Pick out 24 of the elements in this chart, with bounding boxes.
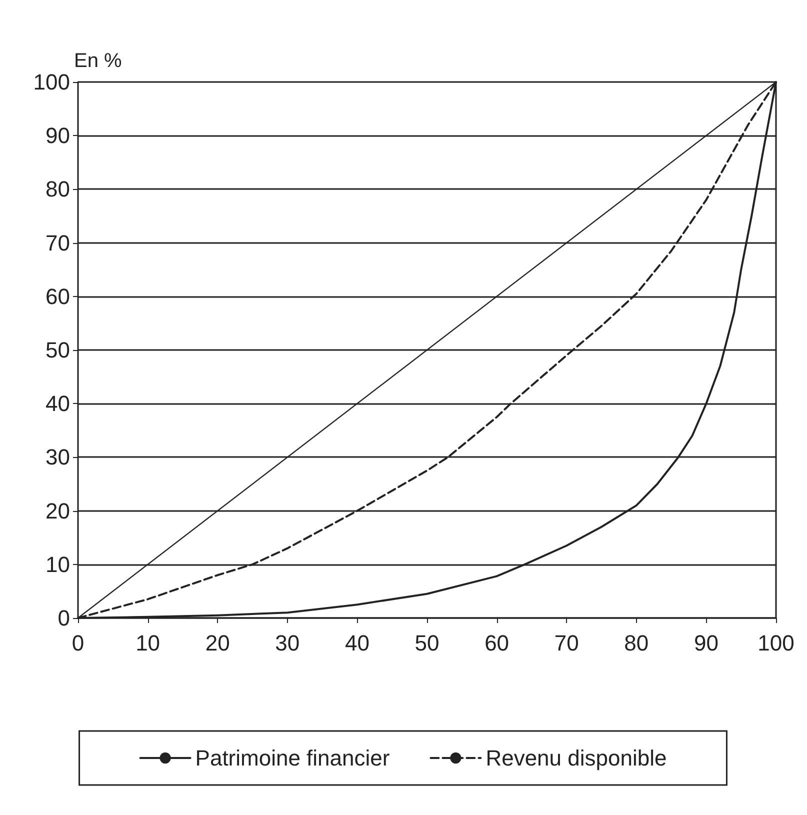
x-tick-label: 60 <box>484 630 510 656</box>
y-tick-label: 70 <box>46 230 70 256</box>
x-tick-label: 10 <box>136 630 160 656</box>
y-tick-label: 90 <box>46 123 70 148</box>
y-tick-label: 80 <box>46 176 70 202</box>
y-tick-label: 50 <box>46 338 70 362</box>
x-tick-label: 80 <box>624 630 649 656</box>
legend-label: Revenu disponible <box>486 746 667 770</box>
x-tick-label: 70 <box>554 630 579 656</box>
legend-label: Patrimoine financier <box>195 746 390 770</box>
y-tick-label: 0 <box>58 606 70 630</box>
y-tick-label: 30 <box>46 444 70 470</box>
y-tick-label: 100 <box>33 70 70 94</box>
x-tick-label: 100 <box>758 630 794 656</box>
x-tick-label: 30 <box>275 630 300 656</box>
x-tick-label: 50 <box>414 630 440 656</box>
y-axis-title: En % <box>74 50 122 72</box>
x-tick-label: 90 <box>694 630 718 656</box>
x-tick-label: 20 <box>205 630 230 656</box>
y-tick-label: 10 <box>46 552 70 577</box>
y-tick-label: 20 <box>46 498 70 524</box>
x-tick-label: 40 <box>344 630 370 656</box>
y-tick-label: 60 <box>46 284 70 309</box>
y-tick-label: 40 <box>46 391 70 416</box>
